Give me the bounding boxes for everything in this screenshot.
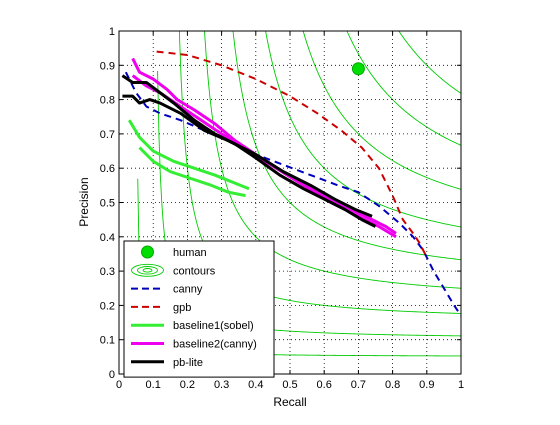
legend-label: pb-lite: [173, 357, 203, 369]
x-tick-label: 0.6: [317, 379, 332, 391]
contour-line: [302, 31, 461, 190]
legend-label: gpb: [173, 302, 191, 314]
y-tick-label: 0: [109, 369, 115, 381]
series-line-pb-lite: [122, 94, 373, 218]
y-tick-label: 0.4: [100, 232, 115, 244]
legend-label: baseline2(canny): [173, 339, 257, 351]
y-tick-label: 0.9: [100, 60, 115, 72]
legend-swatch-contours: [137, 266, 158, 275]
legend-swatch-contours: [142, 268, 153, 273]
series-line-baseline1-sobel: [138, 146, 246, 198]
x-tick-label: 1: [458, 379, 464, 391]
y-tick-label: 1: [109, 26, 115, 38]
series-line-gpb: [156, 50, 428, 258]
x-tick-label: 0.7: [351, 379, 366, 391]
contour-line: [232, 31, 461, 261]
series-line-canny: [124, 71, 461, 317]
legend-swatch-human: [141, 245, 154, 259]
y-axis-label: Precision: [77, 177, 91, 226]
x-axis-label: Recall: [273, 395, 306, 409]
legend-swatch-contours: [131, 263, 164, 277]
x-tick-label: 0.9: [419, 379, 434, 391]
axes-layer: 0 0.1 0.2 0.3 0.4 0.5 0.6 0.7 0.8 0.9 1 0 0.1 0.2 0.3 0…: [100, 26, 464, 391]
y-tick-label: 0.2: [100, 300, 115, 312]
legend: human contours canny gpb baseline1(sobel) bas…: [123, 240, 275, 378]
x-tick-label: 0.4: [248, 379, 263, 391]
y-tick-label: 0.5: [100, 198, 115, 210]
x-tick-label: 0.1: [146, 379, 161, 391]
x-tick-label: 0: [116, 379, 122, 391]
legend-label: contours: [173, 265, 216, 277]
x-tick-label: 0.5: [282, 379, 297, 391]
contour-line: [398, 31, 461, 94]
legend-box: [123, 240, 275, 378]
legend-label: canny: [173, 284, 203, 296]
x-tick-label: 0.8: [385, 379, 400, 391]
y-tick-label: 0.6: [100, 163, 115, 175]
legend-label: baseline1(sobel): [173, 320, 254, 332]
y-tick-label: 0.8: [100, 95, 115, 107]
series-line-baseline1-sobel: [127, 119, 250, 191]
x-tick-label: 0.3: [214, 379, 229, 391]
x-tick-label: 0.2: [180, 379, 195, 391]
series-line-baseline2-canny: [131, 57, 397, 235]
y-tick-label: 0.3: [100, 266, 115, 278]
contour-line: [204, 31, 461, 289]
legend-label: human: [173, 247, 207, 259]
series-layer: [121, 50, 461, 317]
y-tick-label: 0.1: [100, 335, 115, 347]
y-tick-label: 0.7: [100, 129, 115, 141]
human-marker: [351, 62, 365, 76]
